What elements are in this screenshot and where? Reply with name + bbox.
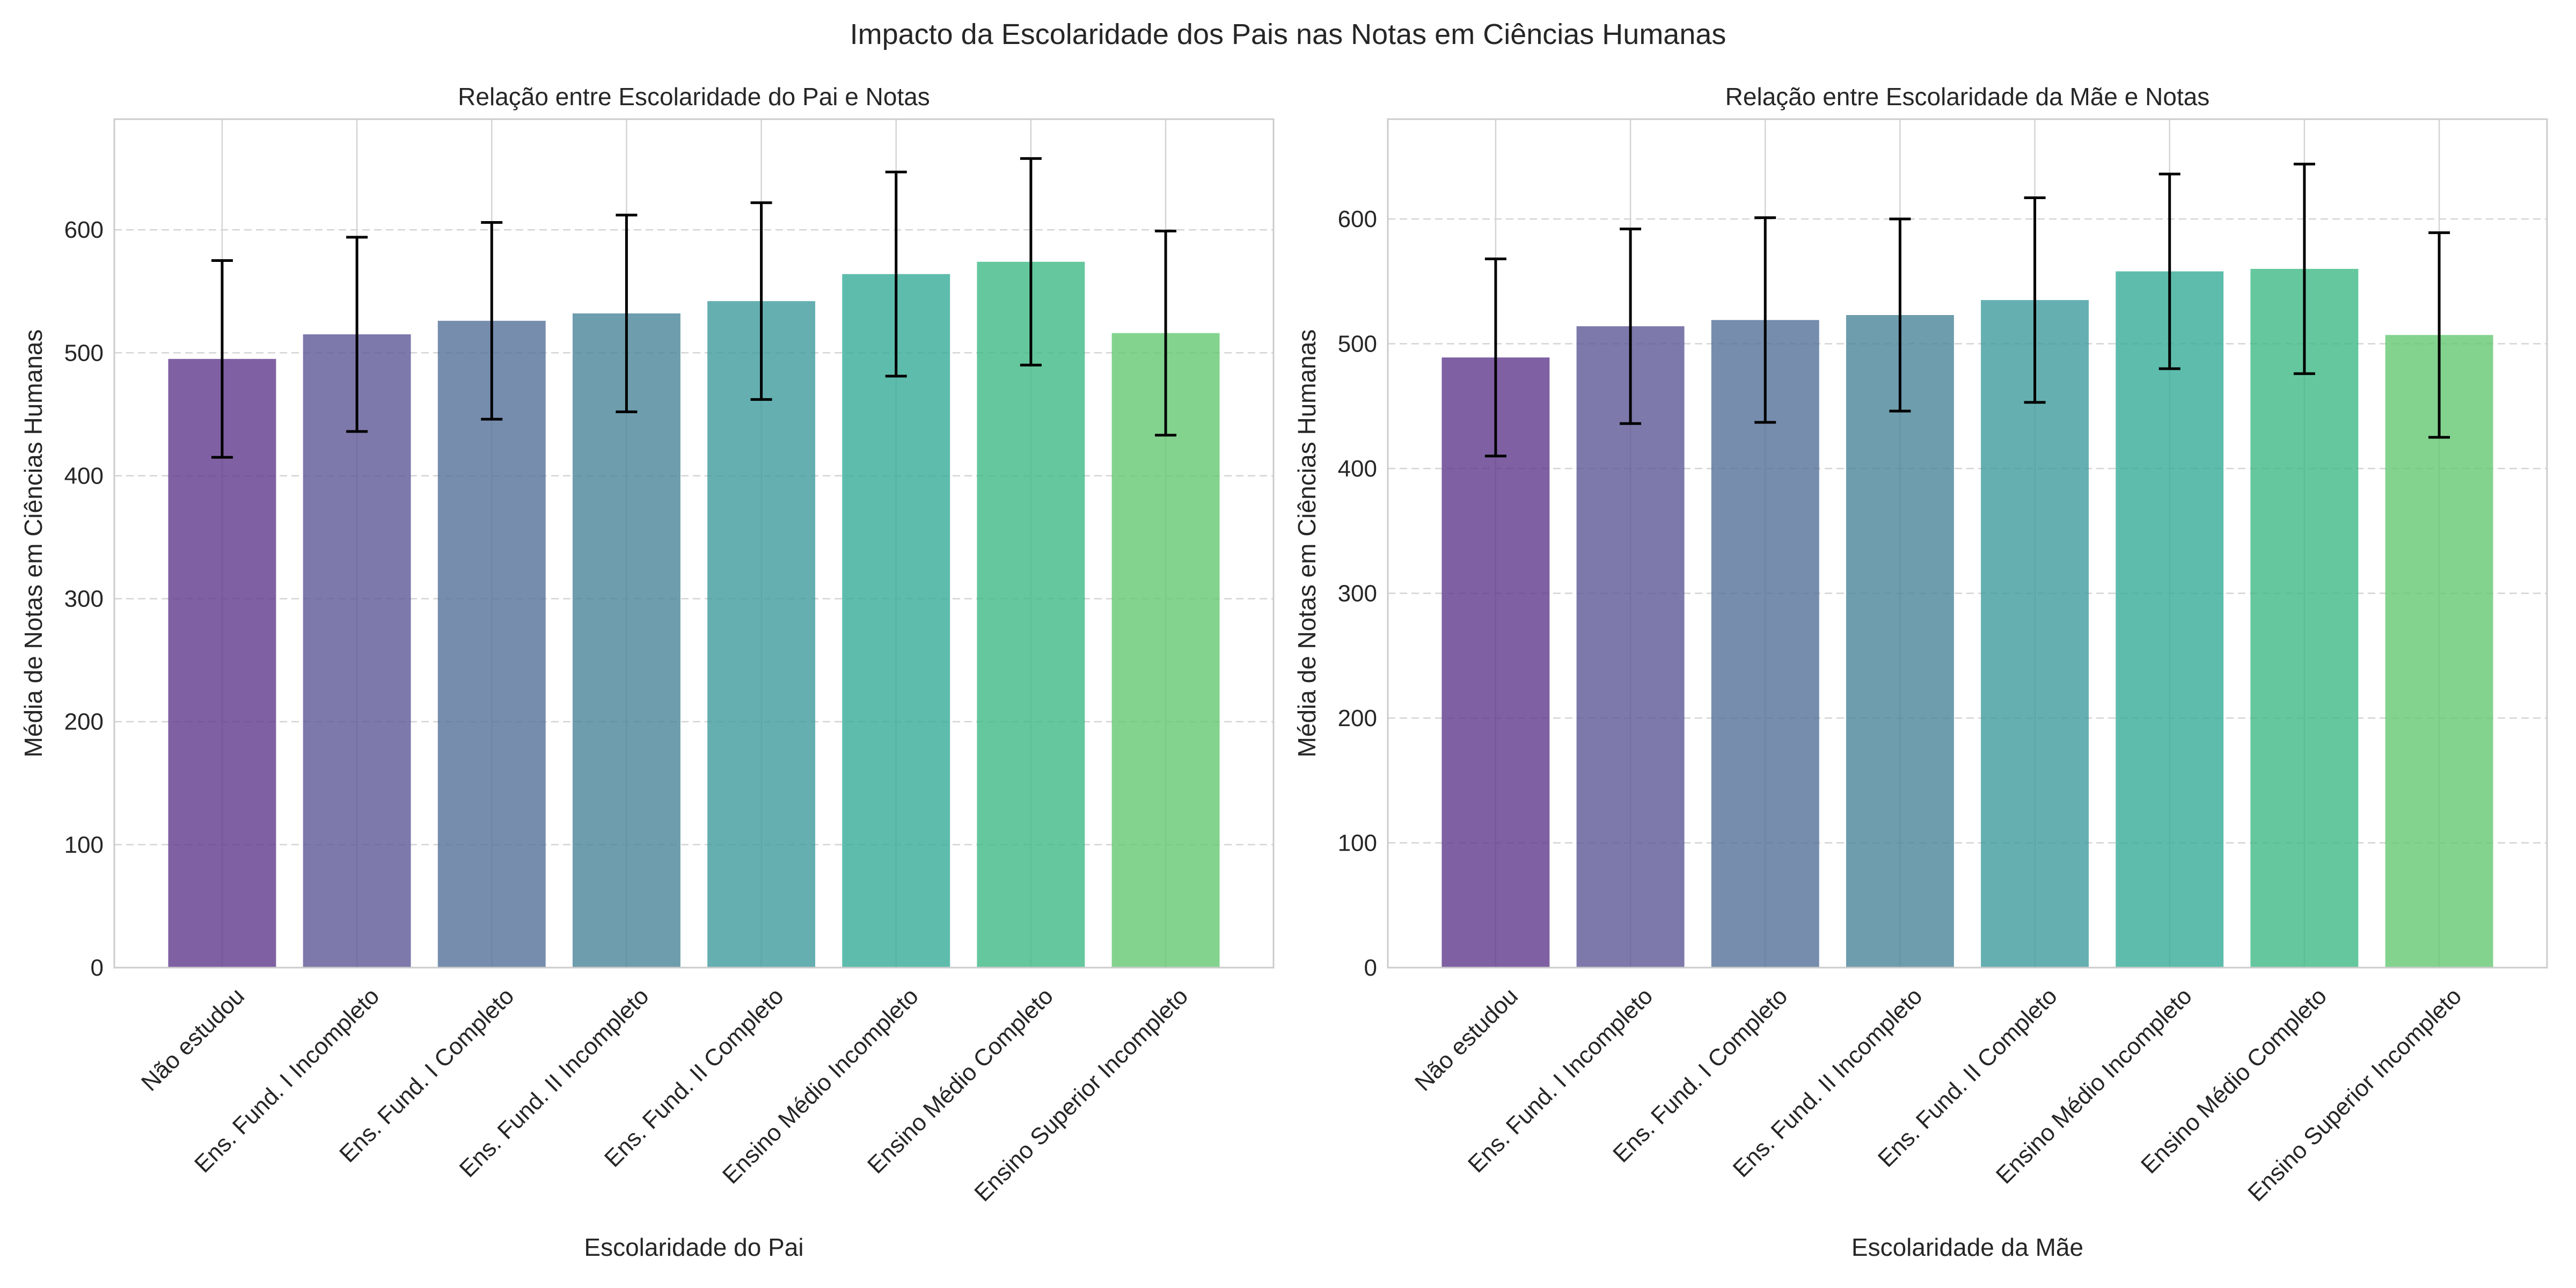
y-tick-label: 500 — [1338, 331, 1377, 357]
bar — [2250, 269, 2359, 968]
y-tick-label: 0 — [91, 955, 104, 981]
y-tick-label: 100 — [64, 832, 104, 858]
y-tick-label: 200 — [64, 709, 104, 735]
bar — [572, 313, 680, 968]
bar — [437, 320, 546, 968]
y-tick-label: 100 — [1338, 830, 1377, 857]
bar — [842, 274, 950, 968]
bar — [977, 261, 1085, 968]
bar — [1846, 315, 1954, 968]
y-tick-label: 600 — [64, 217, 104, 243]
y-tick-label: 600 — [1338, 206, 1377, 232]
bar — [707, 301, 816, 968]
y-tick-label: 300 — [1338, 581, 1377, 607]
x-axis-label: Escolaridade da Mãe — [1851, 1233, 2083, 1261]
bar — [1981, 300, 2089, 968]
y-tick-label: 400 — [1338, 456, 1377, 482]
x-tick-label: Ensino Superior Incompleto — [969, 983, 1193, 1206]
axes-frame — [1387, 118, 2548, 969]
y-tick-label: 500 — [64, 340, 104, 366]
y-tick-label: 300 — [64, 586, 104, 612]
y-axis-label: Média de Notas em Ciências Humanas — [19, 330, 47, 758]
axes-frame — [113, 118, 1275, 969]
y-tick-label: 200 — [1338, 705, 1377, 731]
subplot-title: Relação entre Escolaridade da Mãe e Nota… — [1725, 83, 2210, 111]
bar — [2116, 271, 2224, 968]
subplot-title: Relação entre Escolaridade do Pai e Nota… — [458, 83, 930, 111]
y-axis-label: Média de Notas em Ciências Humanas — [1293, 330, 1321, 758]
bar — [2385, 335, 2493, 968]
bar — [303, 334, 411, 968]
figure-title: Impacto da Escolaridade dos Pais nas Not… — [850, 18, 1726, 50]
y-tick-label: 0 — [1364, 955, 1377, 981]
bar — [168, 358, 276, 968]
bar — [1576, 326, 1685, 968]
x-tick-label: Não estudou — [136, 983, 250, 1096]
bar — [1711, 320, 1819, 968]
x-axis-label: Escolaridade do Pai — [584, 1233, 803, 1261]
x-tick-label: Ensino Superior Incompleto — [2243, 983, 2467, 1206]
y-tick-label: 400 — [64, 463, 104, 489]
x-tick-label: Não estudou — [1410, 983, 1523, 1096]
bar — [1441, 357, 1550, 968]
bar — [1111, 333, 1220, 968]
